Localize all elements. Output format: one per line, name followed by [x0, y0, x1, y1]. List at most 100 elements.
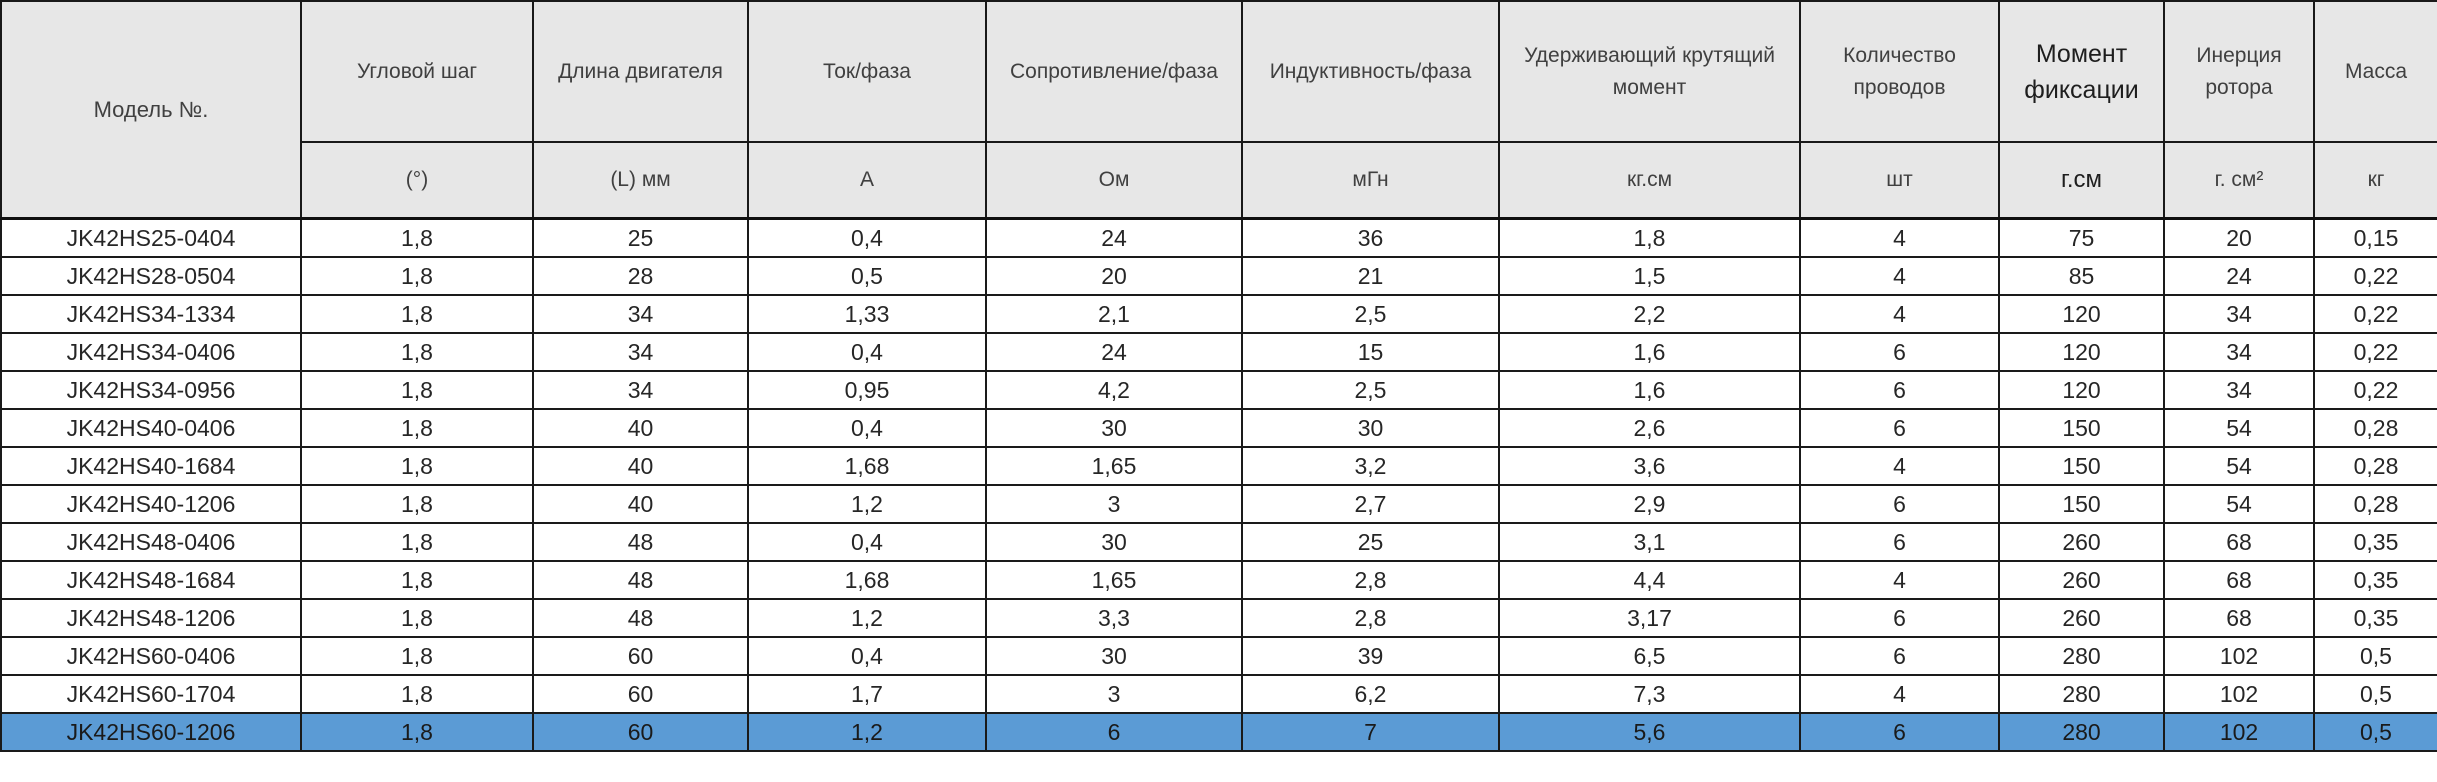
cell-motor-length[interactable]: 34 [532, 294, 749, 334]
cell-model[interactable]: JK42HS60-1206 [0, 712, 302, 752]
table-row[interactable]: JK42HS34-1334 1,8 34 1,33 2,1 2,5 2,2 4 120 34 0,2… [0, 294, 2437, 334]
cell-rotor-inertia[interactable]: 102 [2163, 636, 2315, 676]
cell-step-angle[interactable]: 1,8 [300, 636, 534, 676]
cell-current[interactable]: 0,4 [747, 217, 987, 258]
cell-inductance[interactable]: 2,8 [1241, 598, 1500, 638]
cell-resistance[interactable]: 2,1 [985, 294, 1243, 334]
cell-motor-length[interactable]: 48 [532, 522, 749, 562]
cell-detent-torque[interactable]: 280 [1998, 712, 2165, 752]
cell-holding-torque[interactable]: 1,5 [1498, 256, 1801, 296]
cell-detent-torque[interactable]: 75 [1998, 217, 2165, 258]
cell-step-angle[interactable]: 1,8 [300, 217, 534, 258]
cell-holding-torque[interactable]: 6,5 [1498, 636, 1801, 676]
cell-lead-count[interactable]: 4 [1799, 446, 2000, 486]
cell-model[interactable]: JK42HS48-1206 [0, 598, 302, 638]
cell-rotor-inertia[interactable]: 34 [2163, 332, 2315, 372]
cell-detent-torque[interactable]: 280 [1998, 636, 2165, 676]
cell-lead-count[interactable]: 4 [1799, 674, 2000, 714]
cell-rotor-inertia[interactable]: 54 [2163, 408, 2315, 448]
cell-inductance[interactable]: 15 [1241, 332, 1500, 372]
table-row[interactable]: JK42HS60-0406 1,8 60 0,4 30 39 6,5 6 280 102 0,5 [0, 636, 2437, 676]
cell-current[interactable]: 1,2 [747, 598, 987, 638]
cell-mass[interactable]: 0,22 [2313, 256, 2437, 296]
cell-current[interactable]: 0,4 [747, 636, 987, 676]
cell-model[interactable]: JK42HS34-0406 [0, 332, 302, 372]
cell-lead-count[interactable]: 6 [1799, 636, 2000, 676]
cell-current[interactable]: 1,2 [747, 484, 987, 524]
cell-rotor-inertia[interactable]: 24 [2163, 256, 2315, 296]
cell-mass[interactable]: 0,22 [2313, 294, 2437, 334]
column-header-lead-count[interactable]: Количество проводов [1799, 0, 2000, 143]
cell-motor-length[interactable]: 40 [532, 408, 749, 448]
cell-holding-torque[interactable]: 3,6 [1498, 446, 1801, 486]
table-row[interactable]: JK42HS40-1206 1,8 40 1,2 3 2,7 2,9 6 150 54 0,28 [0, 484, 2437, 524]
cell-detent-torque[interactable]: 280 [1998, 674, 2165, 714]
cell-lead-count[interactable]: 4 [1799, 217, 2000, 258]
cell-motor-length[interactable]: 28 [532, 256, 749, 296]
cell-motor-length[interactable]: 34 [532, 332, 749, 372]
table-row[interactable]: JK42HS40-1684 1,8 40 1,68 1,65 3,2 3,6 4 150 54 0,… [0, 446, 2437, 486]
cell-inductance[interactable]: 3,2 [1241, 446, 1500, 486]
column-header-detent-torque[interactable]: Момент фиксации [1998, 0, 2165, 143]
cell-step-angle[interactable]: 1,8 [300, 522, 534, 562]
cell-model[interactable]: JK42HS28-0504 [0, 256, 302, 296]
column-header-inductance[interactable]: Индуктивность/фаза [1241, 0, 1500, 143]
cell-model[interactable]: JK42HS40-1684 [0, 446, 302, 486]
cell-detent-torque[interactable]: 120 [1998, 370, 2165, 410]
cell-holding-torque[interactable]: 3,17 [1498, 598, 1801, 638]
cell-lead-count[interactable]: 4 [1799, 560, 2000, 600]
cell-step-angle[interactable]: 1,8 [300, 712, 534, 752]
cell-step-angle[interactable]: 1,8 [300, 294, 534, 334]
cell-resistance[interactable]: 3,3 [985, 598, 1243, 638]
cell-model[interactable]: JK42HS60-1704 [0, 674, 302, 714]
cell-resistance[interactable]: 1,65 [985, 446, 1243, 486]
table-row[interactable]: JK42HS60-1704 1,8 60 1,7 3 6,2 7,3 4 280 102 0,5 [0, 674, 2437, 714]
cell-current[interactable]: 0,95 [747, 370, 987, 410]
cell-step-angle[interactable]: 1,8 [300, 446, 534, 486]
cell-resistance[interactable]: 24 [985, 332, 1243, 372]
cell-detent-torque[interactable]: 150 [1998, 408, 2165, 448]
cell-inductance[interactable]: 7 [1241, 712, 1500, 752]
cell-motor-length[interactable]: 48 [532, 560, 749, 600]
column-header-motor-length[interactable]: Длина двигателя [532, 0, 749, 143]
cell-mass[interactable]: 0,5 [2313, 636, 2437, 676]
table-row[interactable]: JK42HS48-1206 1,8 48 1,2 3,3 2,8 3,17 6 260 68 0,3… [0, 598, 2437, 638]
cell-lead-count[interactable]: 6 [1799, 408, 2000, 448]
cell-holding-torque[interactable]: 4,4 [1498, 560, 1801, 600]
column-header-resistance[interactable]: Сопротивление/фаза [985, 0, 1243, 143]
cell-step-angle[interactable]: 1,8 [300, 408, 534, 448]
cell-motor-length[interactable]: 48 [532, 598, 749, 638]
cell-mass[interactable]: 0,15 [2313, 217, 2437, 258]
cell-holding-torque[interactable]: 3,1 [1498, 522, 1801, 562]
column-header-holding-torque[interactable]: Удерживающий крутящий момент [1498, 0, 1801, 143]
cell-current[interactable]: 1,2 [747, 712, 987, 752]
column-header-mass[interactable]: Масса [2313, 0, 2437, 143]
cell-detent-torque[interactable]: 85 [1998, 256, 2165, 296]
cell-motor-length[interactable]: 60 [532, 712, 749, 752]
cell-holding-torque[interactable]: 7,3 [1498, 674, 1801, 714]
cell-holding-torque[interactable]: 5,6 [1498, 712, 1801, 752]
cell-resistance[interactable]: 20 [985, 256, 1243, 296]
cell-holding-torque[interactable]: 2,6 [1498, 408, 1801, 448]
cell-detent-torque[interactable]: 150 [1998, 484, 2165, 524]
cell-resistance[interactable]: 24 [985, 217, 1243, 258]
cell-holding-torque[interactable]: 1,6 [1498, 370, 1801, 410]
table-row[interactable]: JK42HS34-0406 1,8 34 0,4 24 15 1,6 6 120 34 0,22 [0, 332, 2437, 372]
table-row[interactable]: JK42HS40-0406 1,8 40 0,4 30 30 2,6 6 150 54 0,28 [0, 408, 2437, 448]
cell-rotor-inertia[interactable]: 34 [2163, 370, 2315, 410]
cell-lead-count[interactable]: 6 [1799, 332, 2000, 372]
cell-motor-length[interactable]: 25 [532, 217, 749, 258]
cell-detent-torque[interactable]: 120 [1998, 294, 2165, 334]
cell-lead-count[interactable]: 6 [1799, 522, 2000, 562]
cell-step-angle[interactable]: 1,8 [300, 560, 534, 600]
column-header-step-angle[interactable]: Угловой шаг [300, 0, 534, 143]
cell-step-angle[interactable]: 1,8 [300, 484, 534, 524]
cell-detent-torque[interactable]: 120 [1998, 332, 2165, 372]
table-row[interactable]: JK42HS60-1206 1,8 60 1,2 6 7 5,6 6 280 102 0,5 [0, 712, 2437, 752]
cell-rotor-inertia[interactable]: 102 [2163, 712, 2315, 752]
cell-resistance[interactable]: 3 [985, 674, 1243, 714]
cell-motor-length[interactable]: 60 [532, 674, 749, 714]
table-row[interactable]: JK42HS48-1684 1,8 48 1,68 1,65 2,8 4,4 4 260 68 0,… [0, 560, 2437, 600]
cell-step-angle[interactable]: 1,8 [300, 332, 534, 372]
cell-model[interactable]: JK42HS60-0406 [0, 636, 302, 676]
